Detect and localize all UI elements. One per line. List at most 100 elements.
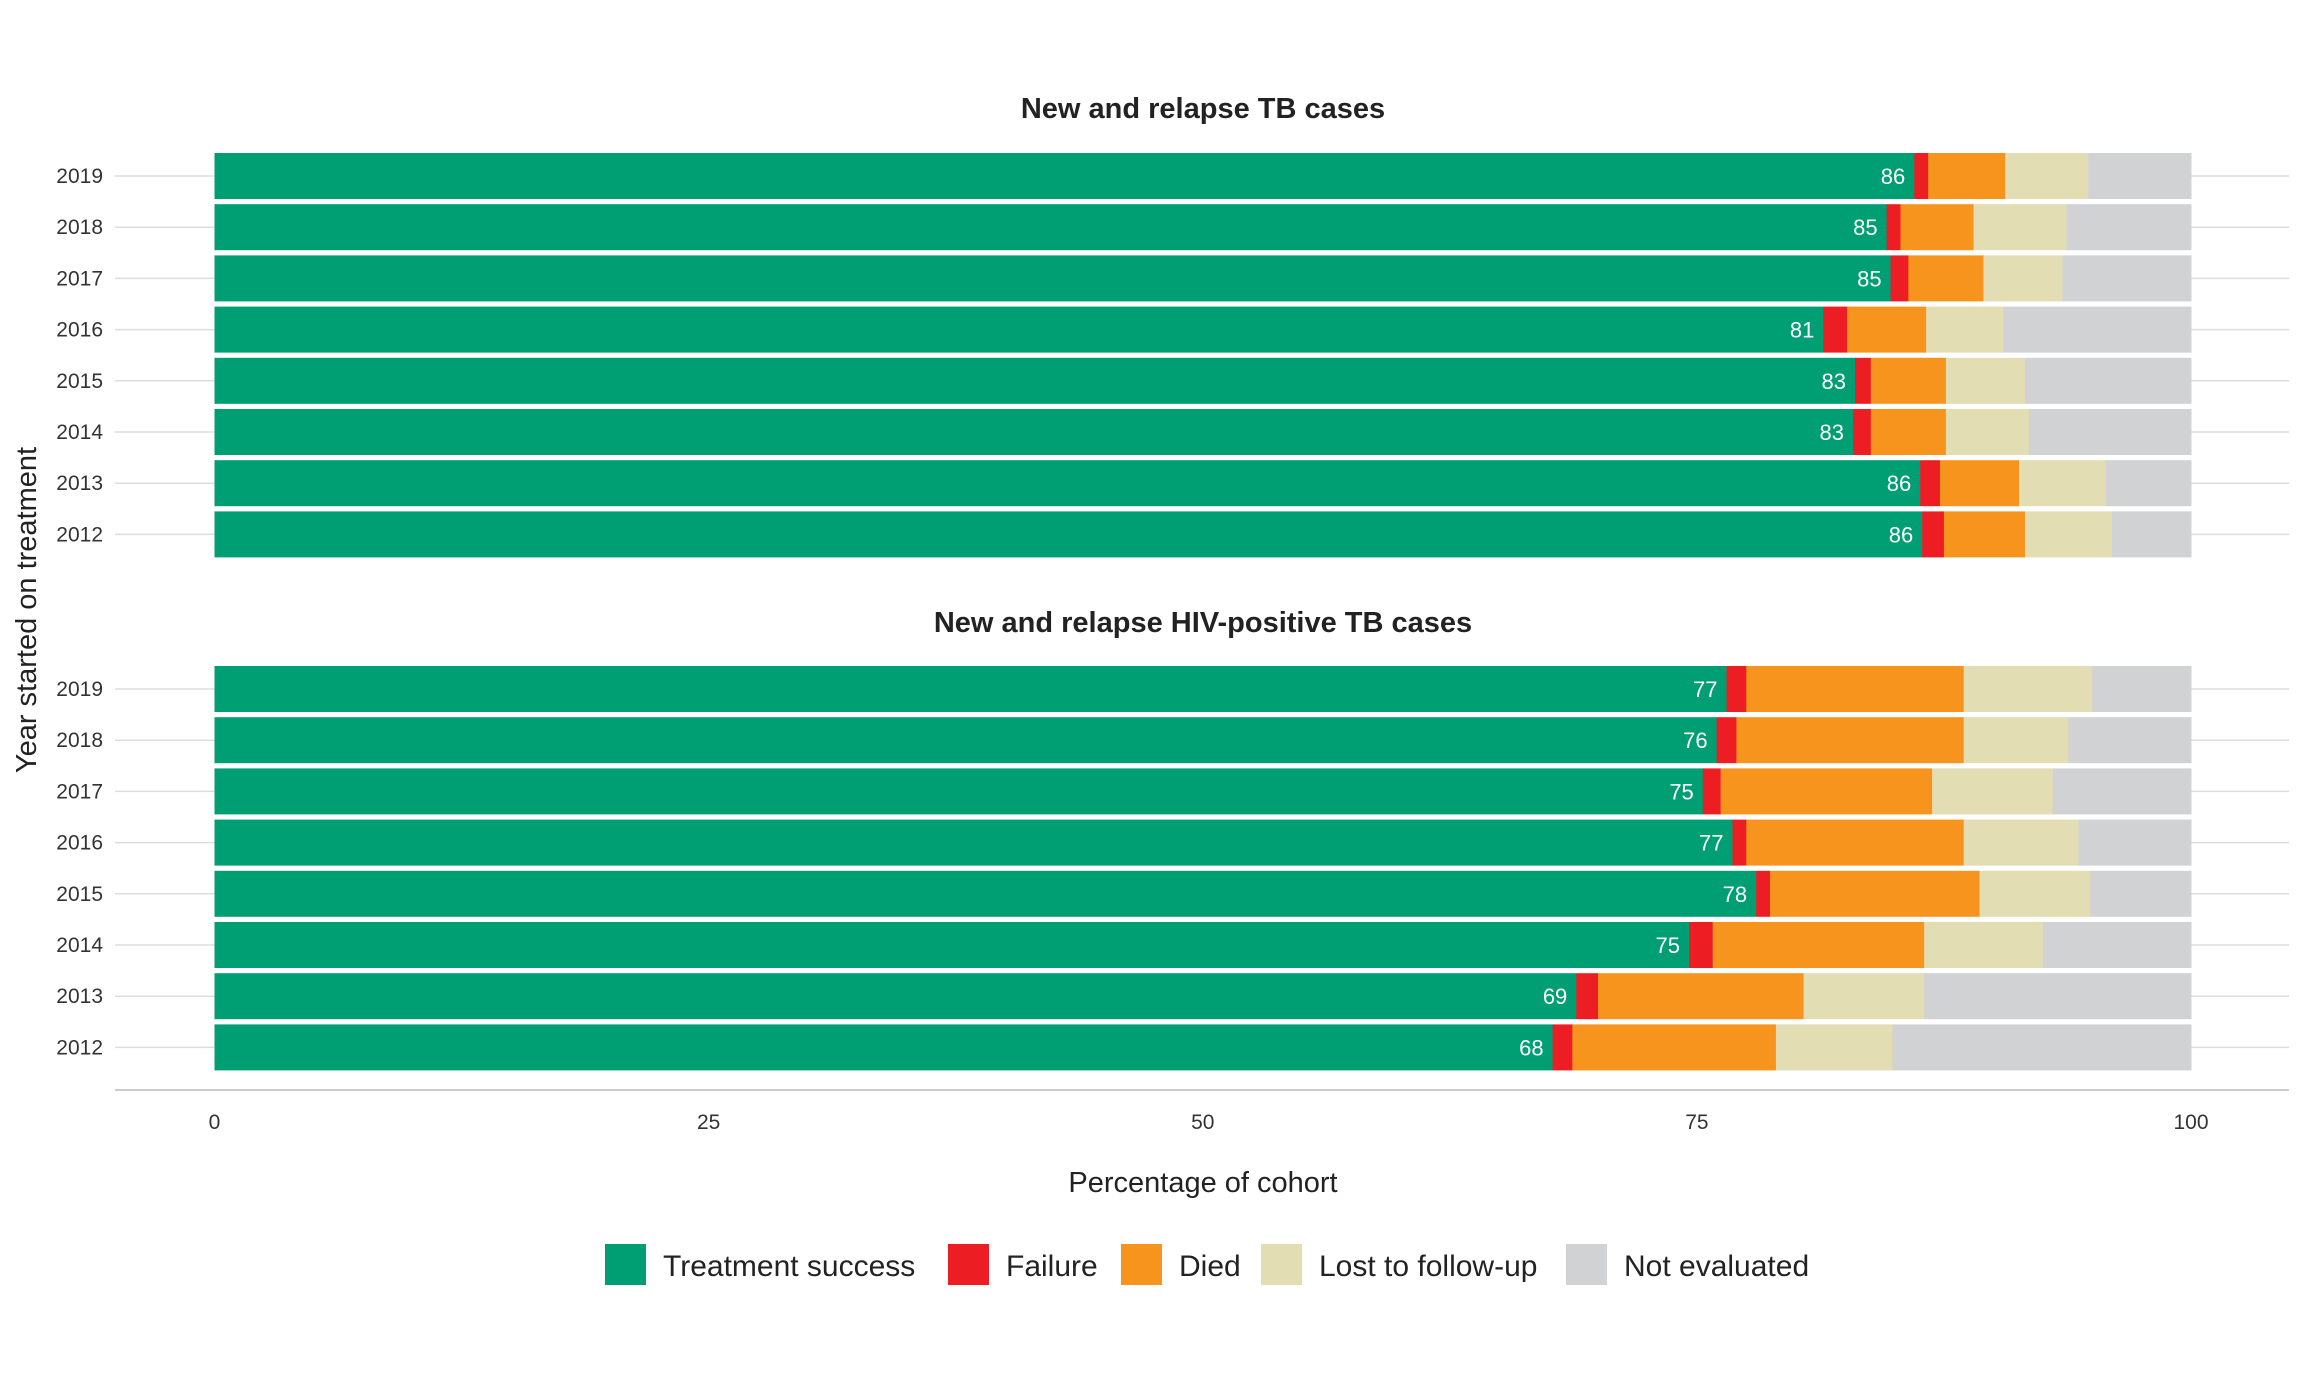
bar-segment-lost-to-follow-up bbox=[1983, 255, 2064, 302]
bar-segment-died bbox=[1870, 409, 1947, 455]
bar-segment-failure bbox=[1732, 819, 1747, 866]
bar-segment-lost-to-follow-up bbox=[2024, 511, 2113, 558]
bar-segment-failure bbox=[1823, 306, 1848, 353]
panel-title: New and relapse HIV-positive TB cases bbox=[934, 607, 1472, 639]
y-tick-label: 2017 bbox=[56, 780, 103, 803]
data-label: 76 bbox=[1683, 728, 1707, 753]
bar-segment-treatment-success bbox=[214, 666, 1728, 712]
data-label: 86 bbox=[1889, 522, 1913, 547]
y-tick-label: 2014 bbox=[56, 934, 103, 957]
panel-title: New and relapse TB cases bbox=[1021, 93, 1385, 125]
y-tick-label: 2012 bbox=[56, 523, 103, 546]
bar-segment-not-evaluated bbox=[2028, 409, 2192, 455]
bar-segment-lost-to-follow-up bbox=[1963, 666, 2093, 712]
panel-1: New and relapse TB cases 2019 86 2018 85 2017… bbox=[56, 93, 2289, 558]
bar-segment-failure bbox=[1702, 768, 1722, 815]
bar-segment-failure bbox=[1854, 357, 1872, 404]
bar-segment-lost-to-follow-up bbox=[1945, 357, 2026, 404]
data-label: 77 bbox=[1693, 677, 1717, 702]
bar-segment-not-evaluated bbox=[2062, 255, 2192, 302]
bar-segment-treatment-success bbox=[214, 511, 1923, 558]
bar-segment-treatment-success bbox=[214, 922, 1690, 968]
panel-2: New and relapse HIV-positive TB cases 201… bbox=[56, 607, 2289, 1071]
bar-segment-lost-to-follow-up bbox=[2019, 460, 2107, 507]
bar-segment-failure bbox=[1688, 922, 1714, 968]
legend-item: Failure bbox=[948, 1244, 1098, 1285]
bar-segment-not-evaluated bbox=[2078, 819, 2192, 866]
bar-segment-died bbox=[1720, 768, 1933, 815]
legend-swatch bbox=[1261, 1244, 1302, 1285]
legend-label: Treatment success bbox=[663, 1250, 915, 1283]
bar-segment-died bbox=[1746, 666, 1965, 712]
legend-item: Lost to follow-up bbox=[1261, 1244, 1537, 1285]
y-tick-label: 2015 bbox=[56, 883, 103, 906]
bar-segment-lost-to-follow-up bbox=[1932, 768, 2054, 815]
bar-segment-lost-to-follow-up bbox=[1926, 306, 2004, 353]
bar-segment-treatment-success bbox=[214, 409, 1854, 455]
legend-label: Died bbox=[1179, 1250, 1241, 1283]
data-label: 75 bbox=[1669, 779, 1693, 804]
bar-segment-lost-to-follow-up bbox=[1963, 819, 2079, 866]
bar-segment-failure bbox=[1920, 460, 1941, 507]
bar-segment-died bbox=[1770, 870, 1981, 917]
data-label: 85 bbox=[1853, 215, 1877, 240]
legend-label: Failure bbox=[1006, 1250, 1098, 1283]
bar-segment-lost-to-follow-up bbox=[1803, 973, 1925, 1020]
bar-segment-died bbox=[1870, 357, 1947, 404]
bar-segment-failure bbox=[1890, 255, 1909, 302]
bar-segment-died bbox=[1939, 460, 2020, 507]
bar-segment-lost-to-follow-up bbox=[1973, 204, 2067, 251]
legend-item: Treatment success bbox=[605, 1244, 915, 1285]
bar-segment-died bbox=[1712, 922, 1925, 968]
bar-segment-treatment-success bbox=[214, 1024, 1554, 1071]
data-label: 77 bbox=[1699, 831, 1723, 856]
data-label: 86 bbox=[1881, 164, 1905, 189]
bar-segment-not-evaluated bbox=[2106, 460, 2192, 507]
y-tick-label: 2019 bbox=[56, 678, 103, 701]
legend-label: Not evaluated bbox=[1624, 1250, 1809, 1283]
bar-segment-not-evaluated bbox=[2088, 153, 2192, 199]
y-tick-label: 2019 bbox=[56, 165, 103, 188]
bar-segment-lost-to-follow-up bbox=[1775, 1024, 1894, 1071]
bar-segment-treatment-success bbox=[214, 357, 1856, 404]
bar-segment-died bbox=[1598, 973, 1805, 1020]
x-axis-label: Percentage of cohort bbox=[1068, 1167, 1337, 1199]
y-tick-label: 2017 bbox=[56, 267, 103, 290]
bar-segment-failure bbox=[1922, 511, 1945, 558]
bar-segment-died bbox=[1928, 153, 2006, 199]
bar-segment-lost-to-follow-up bbox=[1979, 870, 2091, 917]
bar-segment-failure bbox=[1914, 153, 1929, 199]
x-tick-label: 50 bbox=[1191, 1111, 1214, 1134]
bar-segment-treatment-success bbox=[214, 717, 1718, 764]
x-tick-label: 75 bbox=[1685, 1111, 1708, 1134]
bar-segment-failure bbox=[1576, 973, 1599, 1020]
bar-segment-not-evaluated bbox=[2024, 357, 2192, 404]
bar-segment-lost-to-follow-up bbox=[2005, 153, 2089, 199]
bar-segment-lost-to-follow-up bbox=[1924, 922, 2044, 968]
legend: Treatment success Failure Died Lost to foll… bbox=[605, 1244, 1809, 1285]
data-label: 85 bbox=[1857, 266, 1881, 291]
bar-segment-died bbox=[1746, 819, 1965, 866]
bar-segment-not-evaluated bbox=[2052, 768, 2192, 815]
y-axis-label: Year started on treatment bbox=[11, 447, 43, 773]
y-tick-label: 2015 bbox=[56, 370, 103, 393]
legend-label: Lost to follow-up bbox=[1319, 1250, 1537, 1283]
data-label: 75 bbox=[1655, 933, 1679, 958]
data-label: 83 bbox=[1820, 420, 1844, 445]
data-label: 86 bbox=[1887, 471, 1911, 496]
bar-segment-treatment-success bbox=[214, 768, 1704, 815]
bar-segment-treatment-success bbox=[214, 973, 1577, 1020]
bar-segment-failure bbox=[1716, 717, 1737, 764]
y-tick-label: 2013 bbox=[56, 985, 103, 1008]
bar-segment-treatment-success bbox=[214, 460, 1921, 507]
bar-segment-treatment-success bbox=[214, 306, 1824, 353]
bar-segment-lost-to-follow-up bbox=[1945, 409, 2030, 455]
bar-segment-not-evaluated bbox=[2111, 511, 2192, 558]
bar-segment-not-evaluated bbox=[1924, 973, 2192, 1020]
legend-swatch bbox=[605, 1244, 646, 1285]
bar-segment-not-evaluated bbox=[2003, 306, 2192, 353]
bar-segment-not-evaluated bbox=[2042, 922, 2192, 968]
data-label: 83 bbox=[1822, 369, 1846, 394]
bar-segment-died bbox=[1943, 511, 2026, 558]
y-tick-label: 2018 bbox=[56, 729, 103, 752]
